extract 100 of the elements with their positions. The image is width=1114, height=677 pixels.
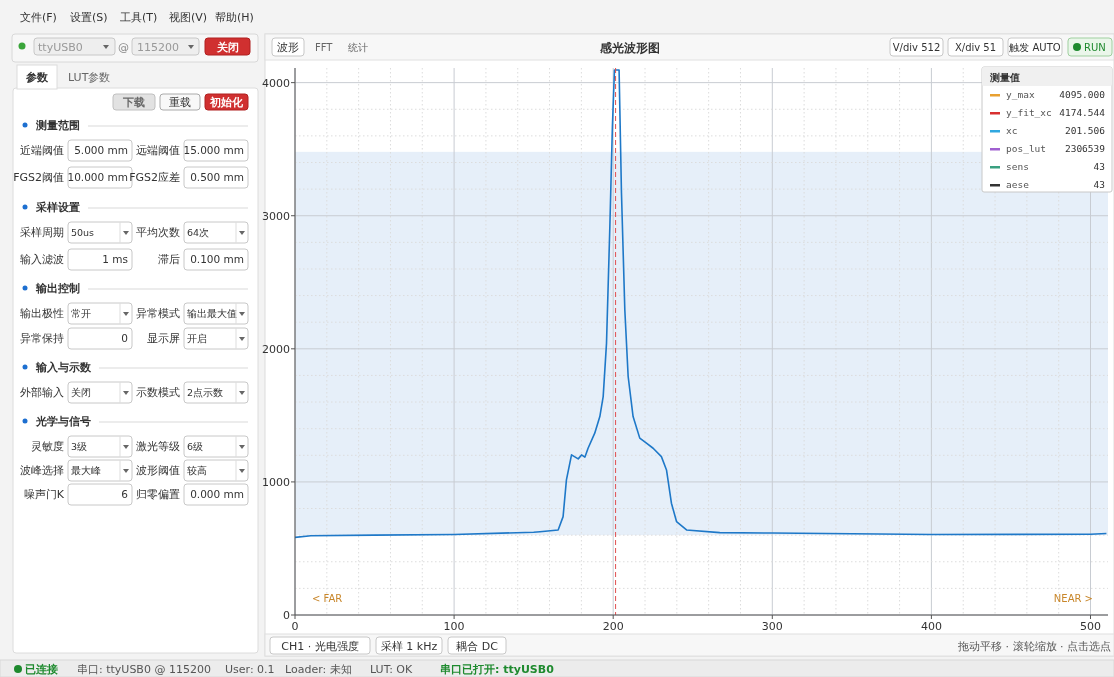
x-tick-label: 400 (920, 620, 942, 633)
text: 拖动平移 · 滚轮缩放 · 点击选点 (957, 640, 1111, 653)
text: 噪声门K (23, 488, 65, 501)
text: 文件(F) (20, 11, 57, 24)
text: 耦合 DC (456, 640, 499, 653)
text: 采样周期 (20, 226, 64, 239)
x-tick-label: 0 (291, 620, 299, 633)
text: 异常模式 (136, 307, 180, 320)
text: RUN (1084, 42, 1106, 53)
annotation: y_max (1006, 89, 1035, 100)
text: 滞后 (158, 253, 180, 266)
text: LUT: OK (370, 663, 413, 676)
text: LUT参数 (68, 71, 111, 84)
text: 示数模式 (136, 386, 180, 399)
text: 输入与示数 (35, 361, 92, 374)
text: 关闭 (71, 387, 91, 398)
annotation: 4174.544 (1059, 107, 1106, 118)
text: 115200 (137, 41, 179, 54)
x-tick-label: 300 (761, 620, 783, 633)
text: 采样设置 (35, 201, 80, 214)
x-tick-label: 100 (443, 620, 465, 633)
line-series (294, 69, 1108, 539)
annotation: 测量值 (989, 72, 1020, 83)
text: 输出控制 (35, 282, 80, 295)
text: 输出极性 (20, 307, 64, 320)
text: 波形 (277, 41, 299, 54)
text: 15.000 mm (183, 144, 244, 156)
text: X/div 51 (954, 42, 997, 53)
text: 常开 (71, 308, 91, 319)
x-tick-label: 500 (1080, 620, 1101, 633)
text: 异常保持 (20, 332, 64, 345)
text: 视图(V) (169, 11, 208, 24)
text: 5.000 mm (74, 144, 128, 156)
text: 平均次数 (136, 226, 180, 239)
text: 初始化 (209, 96, 244, 109)
text: 灵敏度 (31, 440, 64, 453)
text: 6 (121, 488, 129, 500)
annotation: sens (1006, 161, 1029, 172)
y-tick-label: 0 (283, 609, 290, 622)
text: Loader: 未知 (285, 663, 352, 676)
text: 波峰选择 (20, 464, 64, 477)
text: 激光等级 (136, 440, 180, 453)
annotation: 43 (1093, 161, 1105, 172)
annotation: 201.506 (1064, 125, 1106, 136)
text: 重载 (169, 96, 191, 109)
text: 关闭 (215, 41, 239, 54)
annotation: 43 (1093, 179, 1105, 190)
text: 下载 (122, 96, 145, 109)
text: 开启 (187, 333, 207, 344)
text: 帮助(H) (215, 11, 254, 24)
text: 2点示数 (187, 387, 224, 398)
text: 测量范围 (35, 119, 80, 132)
text: 外部输入 (20, 386, 64, 399)
text: 光学与信号 (35, 415, 91, 428)
text: 0.100 mm (190, 253, 244, 265)
annotation: NEAR > (1053, 593, 1093, 604)
annotation: 2306539 (1064, 143, 1106, 154)
text: 参数 (25, 71, 49, 84)
text: 最大峰 (71, 465, 101, 476)
annotation: pos_lut (1006, 143, 1047, 154)
x-tick-label: 200 (602, 620, 624, 633)
y-tick-label: 2000 (262, 342, 290, 356)
text: 6级 (187, 441, 204, 452)
text: User: 0.1 (225, 663, 275, 676)
annotation: 4095.000 (1059, 89, 1106, 100)
text: 64次 (187, 227, 210, 238)
text: 串口已打开: ttyUSB0 (440, 663, 555, 676)
text: CH1 · 光电强度 (281, 640, 359, 653)
text: 工具(T) (120, 11, 158, 24)
annotation: < FAR (312, 593, 343, 604)
annotation: aese (1006, 179, 1030, 190)
text: 设置(S) (70, 11, 108, 24)
text: 输出最大值 (187, 308, 237, 319)
text: 1 ms (102, 253, 128, 265)
text: 3级 (71, 441, 88, 452)
chart-title: 感光波形图 (599, 41, 660, 55)
text: 波形阈值 (136, 464, 180, 477)
text: 近端阈值 (20, 144, 64, 157)
text: V/div 512 (892, 42, 941, 53)
text: 50us (71, 227, 95, 238)
text: FGS2应差 (129, 171, 180, 184)
text: 采样 1 kHz (380, 640, 438, 653)
text: @ (118, 41, 129, 54)
text: 远端阈值 (136, 144, 180, 157)
text: 输入滤波 (20, 253, 64, 266)
text: 串口: ttyUSB0 @ 115200 (77, 663, 211, 676)
text: ttyUSB0 (38, 41, 83, 54)
text: 统计 (348, 42, 368, 53)
text: 归零偏置 (136, 488, 180, 501)
text: FGS2阈值 (13, 171, 64, 184)
y-tick-label: 3000 (262, 209, 290, 223)
text: 较高 (187, 465, 207, 476)
text: 已连接 (25, 663, 58, 676)
annotation: xc (1006, 125, 1018, 136)
text: 0.000 mm (190, 488, 244, 500)
text: FFT (315, 42, 334, 53)
text: 0.500 mm (190, 171, 244, 183)
text: 显示屏 (147, 332, 180, 345)
annotation: y_fit_xc (1006, 107, 1052, 118)
text: 10.000 mm (67, 171, 128, 183)
